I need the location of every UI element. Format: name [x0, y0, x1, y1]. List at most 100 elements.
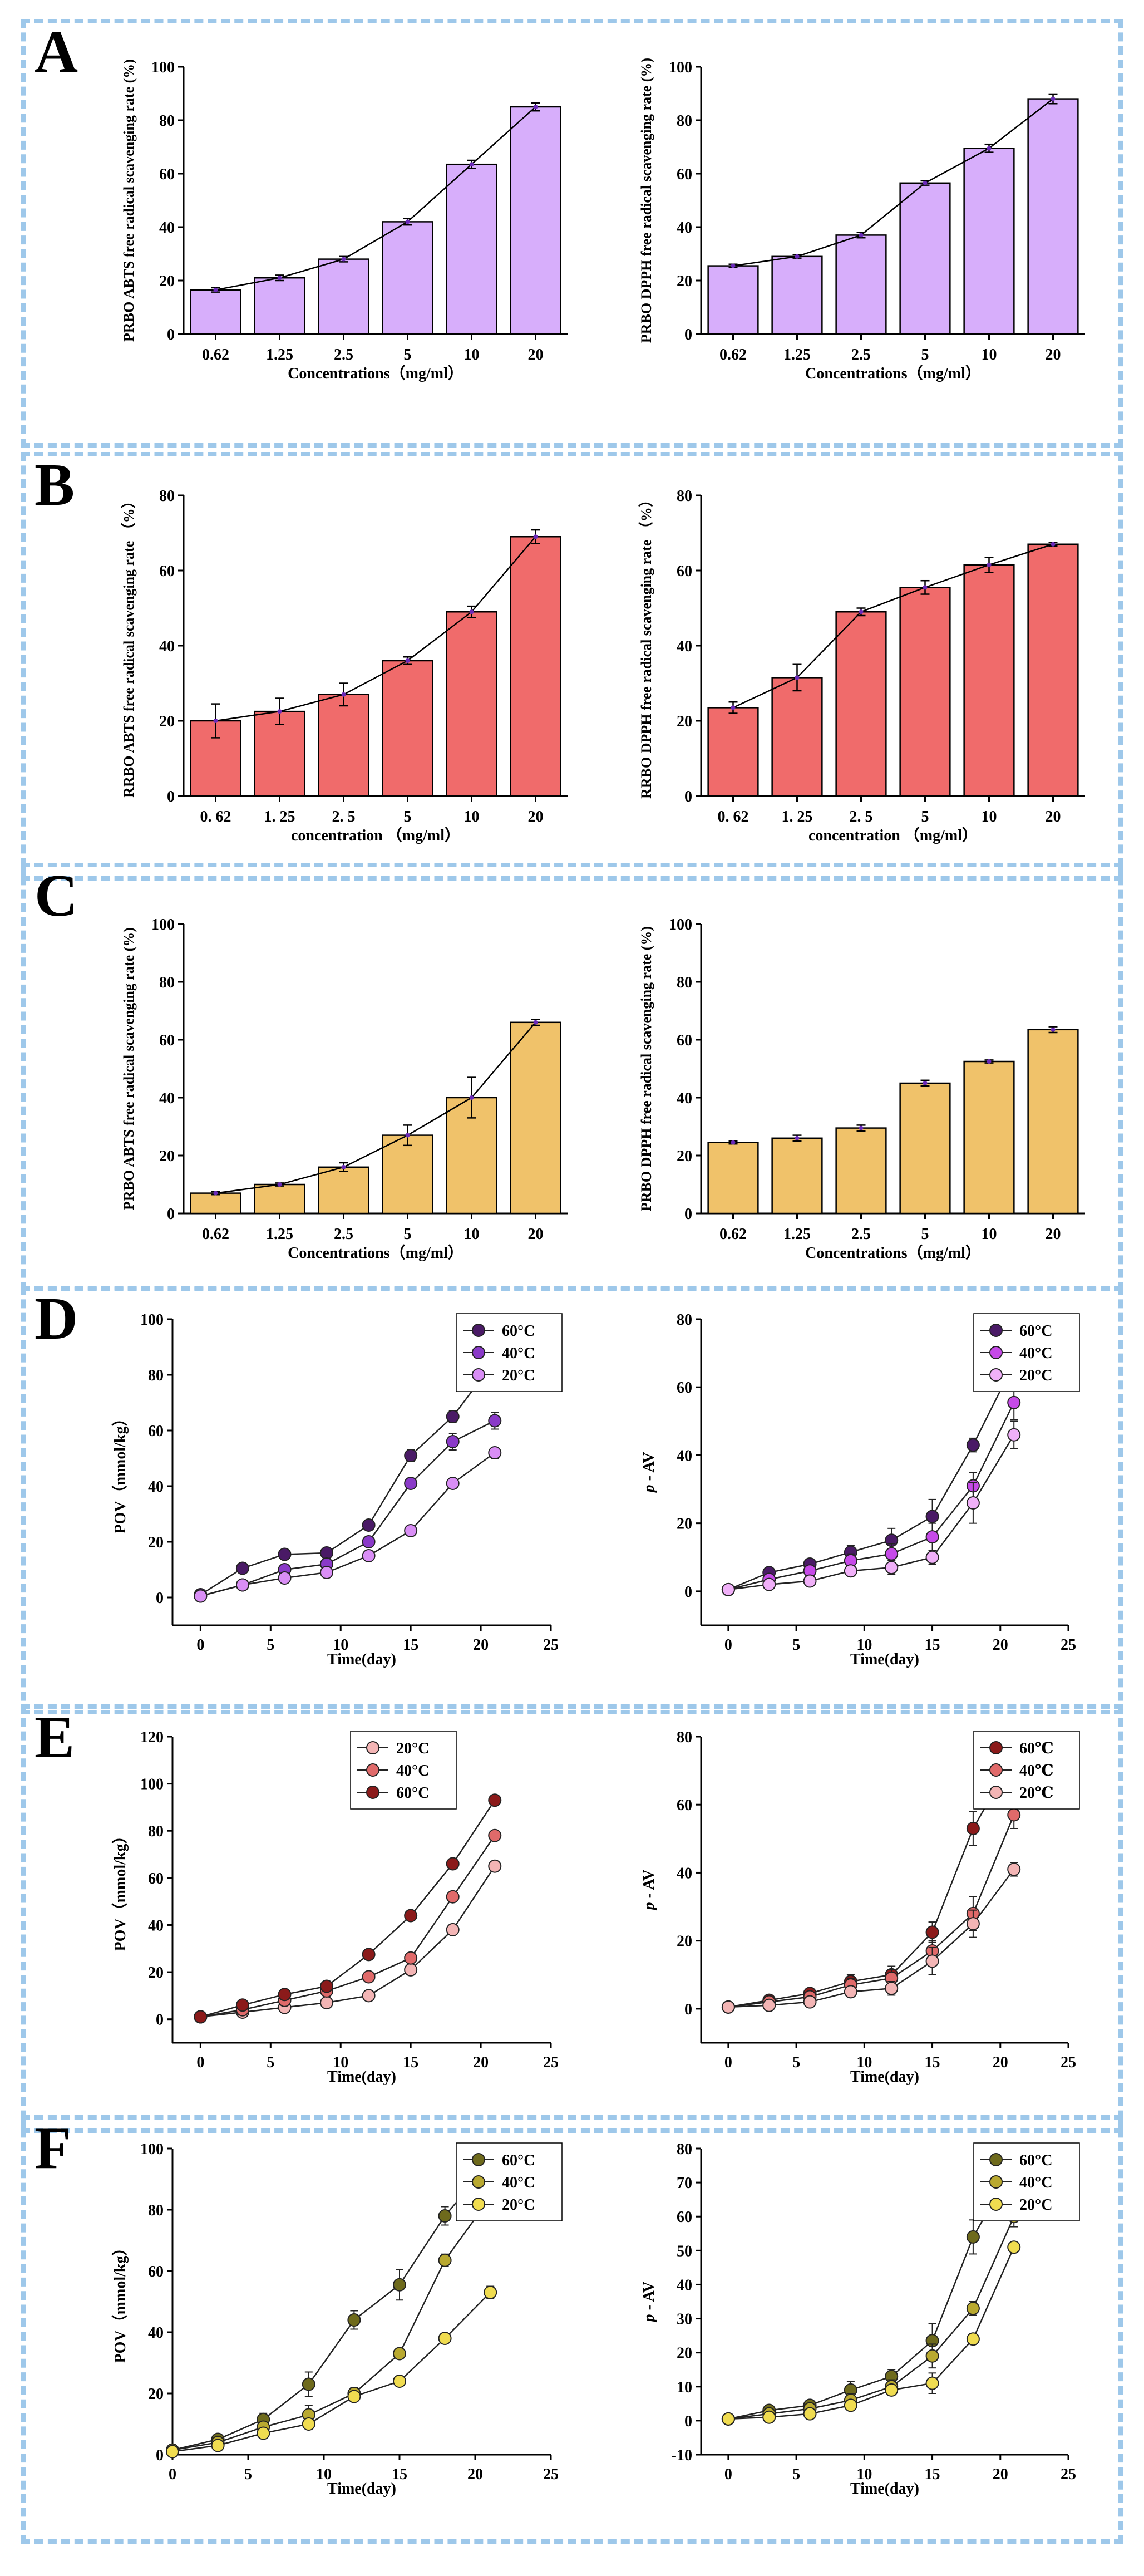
x-tick-label: 1.25: [266, 1226, 293, 1243]
bar: [254, 1183, 305, 1215]
y-tick-label: 60: [148, 1870, 164, 1887]
bar: [707, 1142, 759, 1215]
legend-marker: [989, 1324, 1003, 1337]
data-point: [1007, 1808, 1021, 1822]
x-tick-label: 20: [528, 808, 544, 825]
data-point: [844, 2398, 857, 2412]
series-line: [728, 1869, 1015, 2008]
x-tick-label: 0.62: [719, 1226, 747, 1243]
x-axis-label: Concentrations（mg/ml）: [288, 364, 463, 382]
data-point: [194, 2010, 208, 2024]
legend-marker: [989, 1346, 1003, 1359]
data-point: [859, 1125, 864, 1130]
y-tick-label: 0: [156, 2012, 164, 2029]
y-tick-label: 20: [677, 2345, 692, 2362]
x-axis-label: Time(day): [327, 2480, 396, 2498]
x-axis-label: Time(day): [327, 2068, 396, 2086]
chart-e-pov: 0 20 40 60 80 100 120 0 5 10 15 20 25 20°C 40°C 60°C Tim…: [111, 1729, 559, 2086]
bar: [771, 255, 823, 335]
legend-marker: [472, 1324, 485, 1337]
y-tick-label: 20: [677, 713, 692, 730]
x-tick-label: 20: [473, 2054, 489, 2071]
x-axis-label: Concentrations（mg/ml）: [288, 1243, 463, 1262]
y-tick-label: 80: [677, 1311, 692, 1329]
data-point: [469, 1095, 474, 1100]
y-tick-label: 0: [684, 2001, 692, 2018]
data-point: [469, 162, 474, 167]
x-tick-label: 1.25: [783, 346, 811, 363]
x-tick-label: 20: [993, 2466, 1008, 2483]
y-axis-label: PRBO ABTS free radical scavenging rate (…: [121, 59, 137, 342]
x-axis-label: concentration （mg/ml）: [291, 826, 460, 844]
y-tick-label: 60: [159, 563, 175, 580]
x-tick-label: 25: [543, 2466, 559, 2483]
bar: [382, 221, 433, 335]
legend-marker: [366, 1786, 379, 1799]
y-tick-label: 10: [677, 2379, 692, 2396]
x-axis-label: Time(day): [327, 1651, 396, 1668]
data-point: [278, 1547, 292, 1561]
y-tick-label: 100: [669, 59, 692, 76]
y-tick-label: 0: [684, 1206, 692, 1223]
data-point: [885, 1561, 899, 1575]
data-point: [1007, 2240, 1021, 2254]
data-point: [362, 1948, 376, 1962]
data-point: [488, 1793, 502, 1807]
y-tick-label: 40: [159, 638, 175, 655]
trend-line: [215, 536, 536, 722]
bar: [318, 694, 369, 797]
x-tick-label: 10: [982, 808, 997, 825]
data-point: [404, 1963, 418, 1977]
series-line: [728, 2165, 1015, 2420]
y-tick-label: 80: [148, 1823, 164, 1840]
x-tick-label: 0: [196, 1636, 204, 1654]
data-point: [393, 2347, 406, 2361]
series-line: [200, 1800, 496, 2018]
x-tick-label: 0.62: [202, 346, 229, 363]
x-tick-label: 10: [333, 1636, 348, 1654]
y-tick-label: 60: [677, 1032, 692, 1049]
bar: [382, 660, 433, 797]
data-point: [966, 1917, 980, 1931]
data-point: [438, 2253, 452, 2267]
y-tick-label: 20: [159, 1148, 175, 1165]
chart-a-dpph: 0 20 40 60 80 100 0.62 1.25 2.5 5 10 20 Concentratio…: [638, 58, 1085, 382]
y-tick-label: 100: [151, 59, 175, 76]
data-point: [844, 1564, 857, 1578]
data-point: [277, 276, 282, 281]
bar: [510, 536, 561, 797]
series-line: [728, 2216, 1015, 2420]
data-point: [731, 263, 736, 268]
legend-marker: [989, 1368, 1003, 1382]
legend-label: 60°C: [396, 1784, 429, 1802]
x-tick-label: 10: [856, 2466, 872, 2483]
x-tick-label: 10: [316, 2466, 332, 2483]
y-tick-label: 60: [677, 2209, 692, 2226]
y-tick-label: 0: [684, 788, 692, 805]
panel-letter-e: E: [34, 1704, 75, 1771]
x-tick-label: 1. 25: [782, 808, 813, 825]
y-tick-label: 80: [677, 974, 692, 991]
data-point: [923, 180, 928, 185]
y-tick-label: 40: [159, 1090, 175, 1107]
data-point: [362, 1989, 376, 2003]
y-tick-label: 0: [684, 2413, 692, 2430]
x-tick-label: 10: [333, 2054, 348, 2071]
y-axis-label: POV（mmol/kg）: [111, 2240, 129, 2363]
y-axis-label: PRBO DPPH free radical scavenging rate (…: [638, 58, 654, 343]
y-tick-label: 60: [159, 166, 175, 183]
data-point: [803, 2407, 817, 2421]
y-tick-label: 40: [677, 2277, 692, 2294]
legend-label: 40°C: [502, 1345, 535, 1362]
legend-marker: [472, 2153, 485, 2166]
chart-c-abts: 0 20 40 60 80 100 0.62 1.25 2.5 5 10 20 Concentratio…: [121, 916, 568, 1262]
x-tick-label: 15: [403, 2054, 418, 2071]
data-point: [925, 2349, 939, 2363]
trend-line: [732, 543, 1053, 709]
data-point: [278, 1571, 292, 1585]
data-point: [446, 1857, 460, 1871]
x-tick-label: 0: [196, 2054, 204, 2071]
x-axis-label: Concentrations（mg/ml）: [805, 364, 981, 382]
bar: [963, 564, 1015, 797]
bar: [963, 1060, 1015, 1215]
